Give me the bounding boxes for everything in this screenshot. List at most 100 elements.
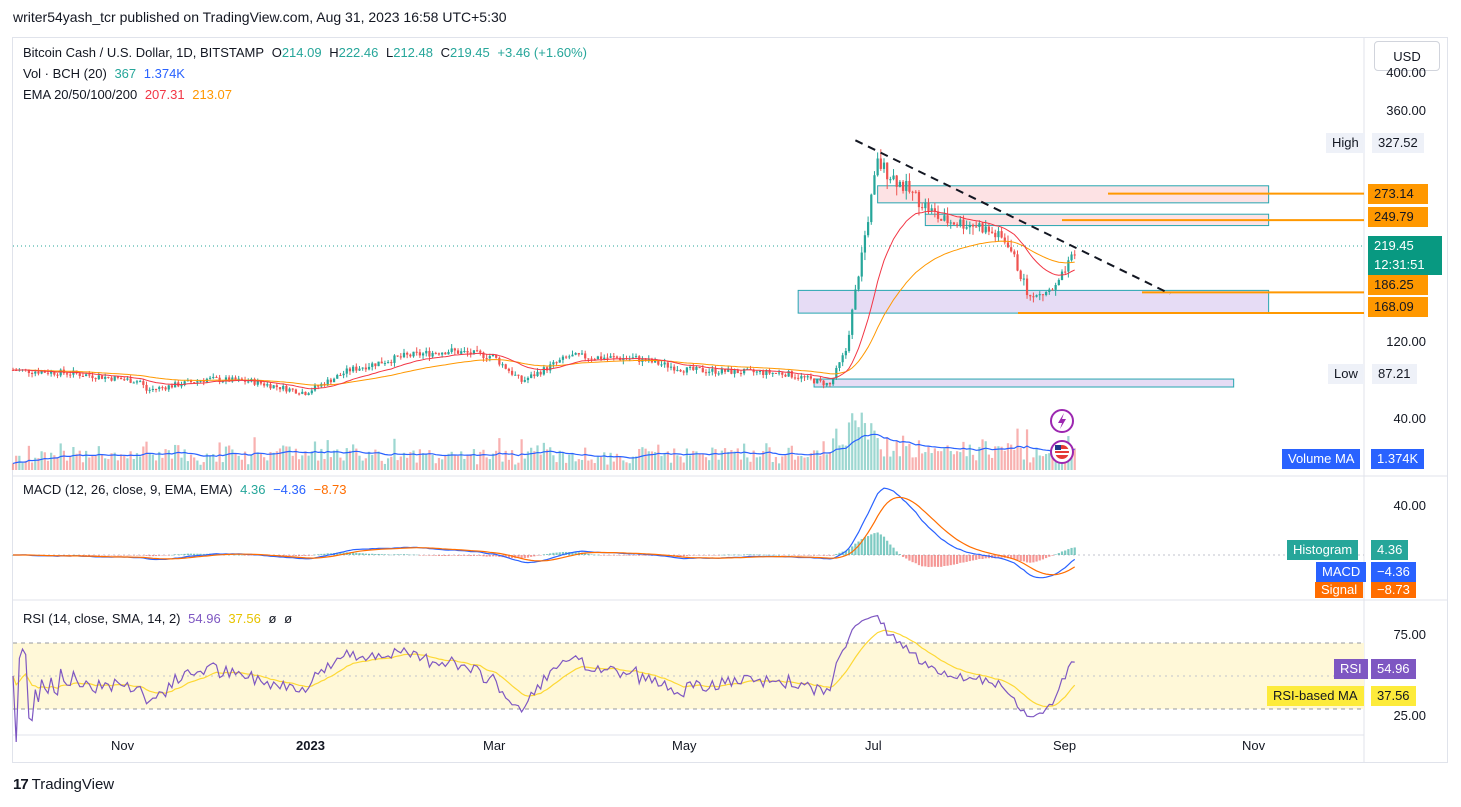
macd-histogram-bar <box>746 554 749 555</box>
volume-bar <box>676 455 679 470</box>
macd-histogram-bar <box>517 555 520 559</box>
volume-bar <box>158 451 161 470</box>
us-flag-icon[interactable] <box>1050 440 1074 464</box>
volume-bar <box>978 446 981 470</box>
candle-body <box>472 350 476 355</box>
candle-body <box>755 371 758 373</box>
candle-body <box>584 353 587 359</box>
volume-bar <box>285 446 288 470</box>
candle-body <box>126 378 129 380</box>
macd-histogram-bar <box>860 539 863 555</box>
macd-histogram-bar <box>288 555 291 556</box>
macd-histogram-bar <box>301 555 304 556</box>
macd-tick: 40.00 <box>1393 498 1426 513</box>
volume-bar <box>889 456 892 470</box>
volume-bar <box>199 464 202 470</box>
candle-body <box>332 378 336 383</box>
volume-bar <box>628 463 631 470</box>
volume-bar <box>24 460 27 470</box>
tradingview-logo[interactable]: 17 TradingView <box>13 776 114 793</box>
rsi-ma-value: 37.56 <box>228 611 261 626</box>
volume-bar <box>533 451 536 470</box>
signal-line <box>13 496 1076 576</box>
candle-body <box>777 372 781 374</box>
volume-bar <box>1019 447 1022 470</box>
candle-body <box>816 379 819 384</box>
volume-bar <box>860 412 863 470</box>
candle-body <box>148 389 151 391</box>
candle-body <box>342 373 345 376</box>
candle-body <box>730 368 733 374</box>
volume-label[interactable]: Vol · BCH (20) <box>23 66 107 81</box>
volume-bar <box>927 446 930 470</box>
volume-bar <box>838 445 841 470</box>
candle-body <box>336 375 339 379</box>
macd-histogram-bar <box>943 555 946 566</box>
volume-bar <box>981 439 984 470</box>
volume-bar <box>418 449 422 470</box>
macd-histogram-bar <box>1032 555 1035 563</box>
volume-bar <box>733 451 736 470</box>
candle-body <box>593 358 596 360</box>
candle-body <box>151 388 154 390</box>
macd-histogram-bar <box>812 555 816 556</box>
candle-body <box>631 357 634 359</box>
macd-histogram-bar <box>762 554 765 556</box>
volume-bar <box>390 456 393 470</box>
volume-bar <box>104 458 107 470</box>
candle-body <box>962 219 965 229</box>
macd-histogram-bar <box>491 555 495 557</box>
candle-body <box>911 191 914 193</box>
volume-bar <box>609 452 612 470</box>
currency-button[interactable]: USD <box>1374 41 1440 71</box>
volume-bar <box>1003 450 1006 470</box>
candle-body <box>758 370 762 372</box>
volume-bar <box>202 462 205 470</box>
volume-ma-line <box>12 433 1075 464</box>
candle-body <box>844 350 847 356</box>
volume-bar <box>135 453 139 470</box>
volume-bar <box>688 455 692 470</box>
volume-bar <box>603 452 606 470</box>
macd-histogram-bar <box>676 555 679 557</box>
candle-body <box>1032 296 1035 298</box>
volume-bar <box>491 453 495 470</box>
volume-bar <box>514 464 517 470</box>
volume-bar <box>924 452 927 470</box>
candle-body <box>100 375 104 379</box>
candle-body <box>873 175 876 195</box>
macd-histogram-bar <box>946 555 949 566</box>
volume-bar <box>711 447 714 470</box>
candle-body <box>981 223 984 233</box>
candle-body <box>145 384 148 391</box>
rsi-label[interactable]: RSI (14, close, SMA, 14, 2) <box>23 611 181 626</box>
macd-histogram-bar <box>530 555 533 557</box>
candle-body <box>507 368 511 371</box>
macd-histogram-bar <box>81 555 85 556</box>
lightning-icon[interactable] <box>1050 409 1074 433</box>
ema-label[interactable]: EMA 20/50/100/200 <box>23 87 138 102</box>
macd-histogram-bar <box>714 555 717 556</box>
candle-body <box>193 382 196 384</box>
volume-bar <box>510 450 514 470</box>
rsi-tick: 75.00 <box>1393 627 1426 642</box>
volume-bar <box>250 455 253 470</box>
volume-bar <box>345 448 348 470</box>
candle-body <box>552 362 555 365</box>
candle-body <box>498 357 501 365</box>
macd-histogram-bar <box>386 554 390 555</box>
candle-body <box>139 381 142 383</box>
symbol-title[interactable]: Bitcoin Cash / U.S. Dollar, 1D, BITSTAMP <box>23 45 265 60</box>
candle-body <box>234 377 237 381</box>
volume-bar <box>69 455 72 470</box>
candle-body <box>708 371 711 373</box>
candle-body <box>374 363 377 367</box>
macd-label[interactable]: MACD (12, 26, close, 9, EMA, EMA) <box>23 482 233 497</box>
candle-body <box>1064 271 1067 273</box>
macd-histogram-bar <box>1038 555 1041 561</box>
volume-bar <box>406 457 409 470</box>
candle-body <box>746 368 749 370</box>
candle-body <box>733 369 736 374</box>
volume-bar <box>27 445 31 470</box>
